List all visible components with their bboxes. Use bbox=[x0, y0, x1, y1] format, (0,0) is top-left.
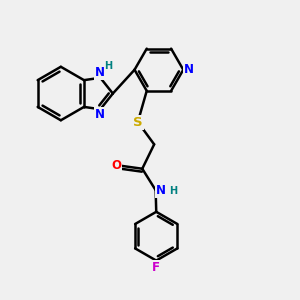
Text: H: H bbox=[105, 61, 113, 71]
Text: N: N bbox=[95, 108, 105, 121]
Text: N: N bbox=[95, 66, 105, 79]
Text: F: F bbox=[152, 261, 160, 274]
Text: O: O bbox=[111, 159, 122, 172]
Text: H: H bbox=[169, 186, 177, 196]
Text: N: N bbox=[184, 63, 194, 76]
Text: S: S bbox=[133, 116, 142, 129]
Text: N: N bbox=[156, 184, 166, 196]
